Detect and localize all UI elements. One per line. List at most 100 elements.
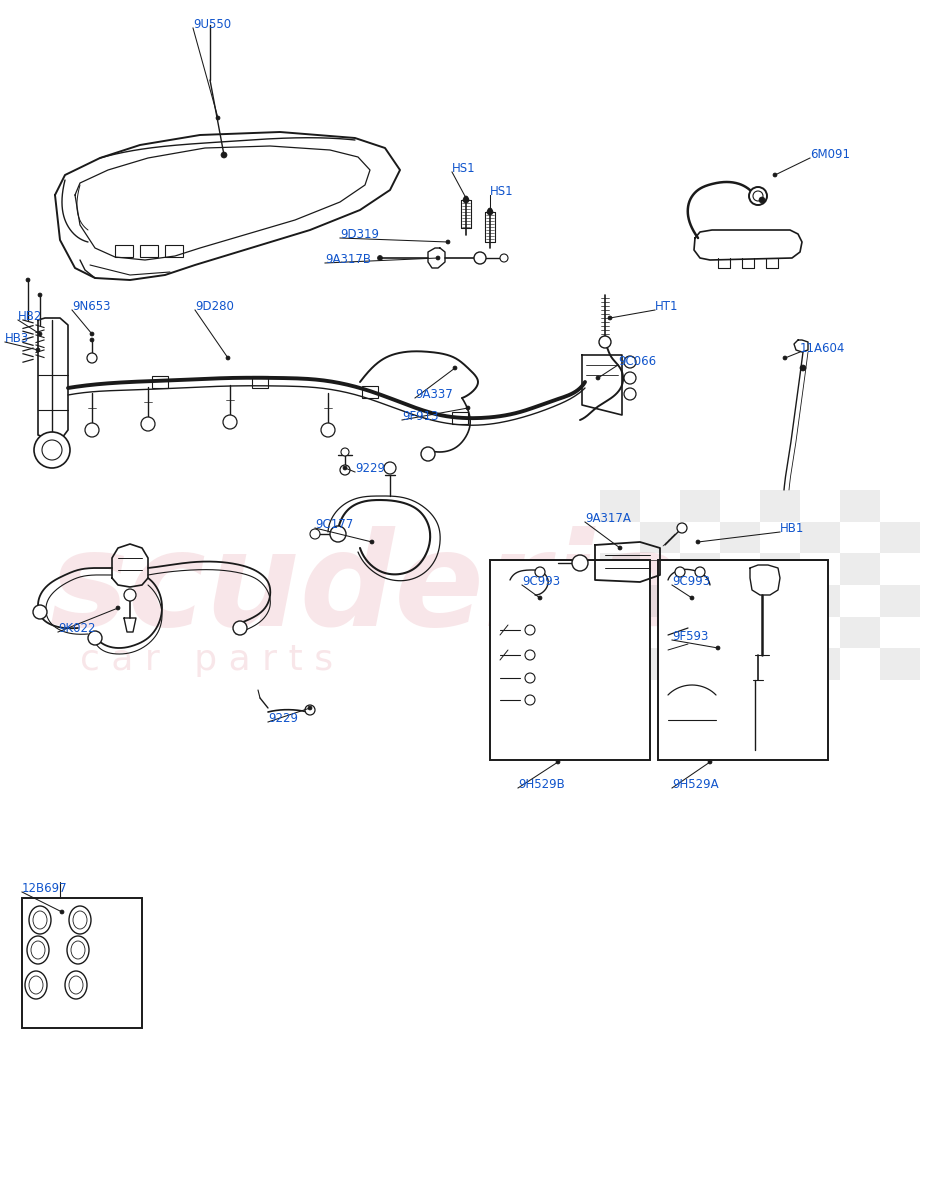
Circle shape bbox=[436, 256, 440, 260]
Circle shape bbox=[624, 356, 636, 368]
Circle shape bbox=[749, 187, 767, 205]
Ellipse shape bbox=[69, 976, 83, 994]
Circle shape bbox=[446, 240, 450, 244]
Text: 11A604: 11A604 bbox=[800, 342, 845, 355]
Bar bbox=[720, 584, 760, 617]
Circle shape bbox=[38, 332, 42, 336]
Bar bbox=[880, 522, 920, 553]
Circle shape bbox=[773, 173, 777, 176]
Circle shape bbox=[34, 432, 70, 468]
Bar bbox=[152, 376, 168, 388]
Circle shape bbox=[308, 706, 312, 710]
Bar bbox=[760, 553, 800, 584]
Text: 9C177: 9C177 bbox=[315, 518, 353, 530]
Bar bbox=[22, 898, 142, 1028]
Ellipse shape bbox=[25, 971, 47, 998]
Bar bbox=[600, 617, 640, 648]
Circle shape bbox=[321, 422, 335, 437]
Text: 9H529A: 9H529A bbox=[672, 778, 719, 791]
Circle shape bbox=[90, 332, 94, 336]
Circle shape bbox=[708, 760, 712, 764]
Bar bbox=[760, 617, 800, 648]
Circle shape bbox=[370, 540, 374, 544]
Bar bbox=[140, 245, 158, 257]
Text: 9K022: 9K022 bbox=[58, 622, 95, 635]
Circle shape bbox=[753, 191, 763, 200]
Ellipse shape bbox=[73, 911, 87, 929]
Bar bbox=[165, 245, 183, 257]
Circle shape bbox=[463, 197, 469, 203]
Circle shape bbox=[341, 448, 349, 456]
Circle shape bbox=[384, 462, 396, 474]
Circle shape bbox=[464, 196, 468, 200]
Bar bbox=[800, 584, 840, 617]
Text: 9D280: 9D280 bbox=[195, 300, 234, 313]
Bar bbox=[640, 648, 680, 680]
Text: 9U550: 9U550 bbox=[193, 18, 231, 31]
Bar bbox=[720, 648, 760, 680]
Bar bbox=[452, 412, 468, 424]
Text: HB2: HB2 bbox=[18, 310, 42, 323]
Bar bbox=[680, 553, 720, 584]
Bar bbox=[640, 584, 680, 617]
Text: HB3: HB3 bbox=[5, 332, 29, 346]
Circle shape bbox=[421, 446, 435, 461]
Circle shape bbox=[556, 760, 560, 764]
Text: 9D319: 9D319 bbox=[340, 228, 379, 241]
Bar bbox=[840, 490, 880, 522]
Bar bbox=[490, 560, 650, 760]
Bar bbox=[252, 376, 268, 388]
Circle shape bbox=[535, 566, 545, 577]
Circle shape bbox=[340, 464, 350, 475]
Text: c a r   p a r t s: c a r p a r t s bbox=[80, 643, 333, 677]
Ellipse shape bbox=[67, 936, 89, 964]
Circle shape bbox=[716, 646, 720, 650]
Circle shape bbox=[624, 372, 636, 384]
Ellipse shape bbox=[31, 941, 45, 959]
Text: 9F593: 9F593 bbox=[672, 630, 708, 643]
Circle shape bbox=[305, 704, 315, 715]
Circle shape bbox=[696, 540, 700, 544]
Circle shape bbox=[525, 673, 535, 683]
Text: 9A317A: 9A317A bbox=[585, 512, 631, 526]
Circle shape bbox=[525, 625, 535, 635]
Text: 9A317B: 9A317B bbox=[325, 253, 371, 266]
Bar bbox=[720, 522, 760, 553]
Circle shape bbox=[487, 209, 493, 215]
Circle shape bbox=[87, 353, 97, 362]
Text: 9N653: 9N653 bbox=[72, 300, 111, 313]
Circle shape bbox=[223, 415, 237, 428]
Ellipse shape bbox=[27, 936, 49, 964]
Text: HS1: HS1 bbox=[452, 162, 475, 175]
Bar bbox=[840, 553, 880, 584]
Text: 9229: 9229 bbox=[268, 712, 298, 725]
Bar bbox=[600, 490, 640, 522]
Ellipse shape bbox=[71, 941, 85, 959]
Text: 9C066: 9C066 bbox=[618, 355, 656, 368]
Circle shape bbox=[216, 116, 220, 120]
Circle shape bbox=[226, 356, 230, 360]
Circle shape bbox=[474, 252, 486, 264]
Circle shape bbox=[141, 416, 155, 431]
Bar bbox=[880, 648, 920, 680]
Circle shape bbox=[525, 650, 535, 660]
Text: 6M091: 6M091 bbox=[810, 148, 850, 161]
Circle shape bbox=[453, 366, 457, 370]
Circle shape bbox=[233, 622, 247, 635]
Circle shape bbox=[675, 566, 685, 577]
Circle shape bbox=[60, 910, 64, 914]
Circle shape bbox=[596, 376, 600, 380]
Circle shape bbox=[783, 356, 787, 360]
Circle shape bbox=[124, 589, 136, 601]
Circle shape bbox=[310, 529, 320, 539]
Circle shape bbox=[599, 336, 611, 348]
Ellipse shape bbox=[29, 976, 43, 994]
Circle shape bbox=[36, 348, 40, 352]
Circle shape bbox=[90, 338, 94, 342]
Circle shape bbox=[800, 365, 806, 371]
Bar bbox=[658, 560, 828, 760]
Bar bbox=[800, 522, 840, 553]
Ellipse shape bbox=[65, 971, 87, 998]
Ellipse shape bbox=[69, 906, 91, 934]
Text: HB1: HB1 bbox=[780, 522, 804, 535]
